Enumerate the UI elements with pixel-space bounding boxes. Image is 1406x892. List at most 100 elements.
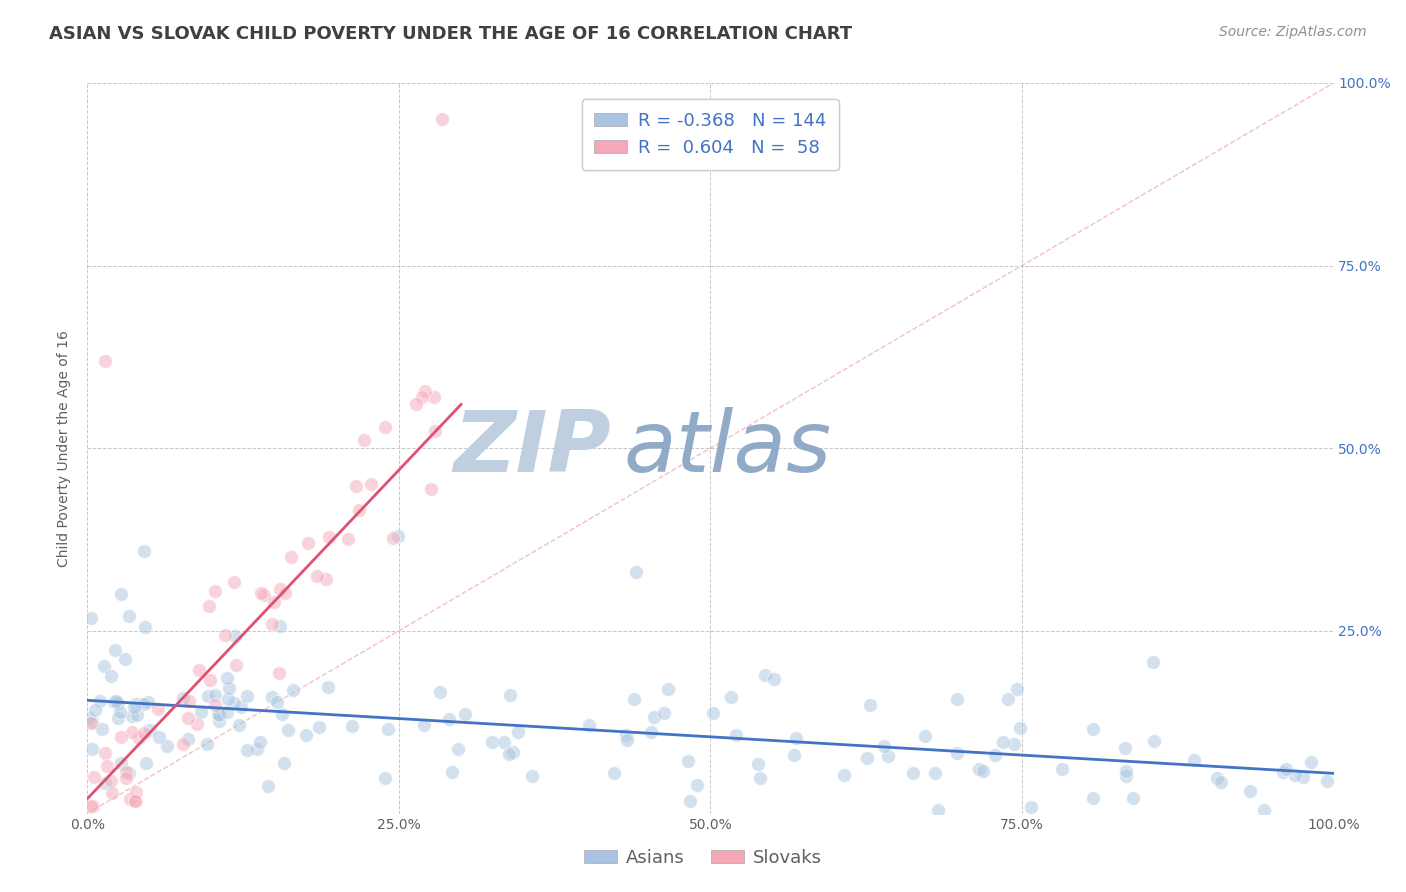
Point (413, 384, 436, 398)
Point (263, 595, 285, 609)
Point (215, 671, 238, 685)
Point (271, 706, 294, 721)
Point (1182, 753, 1205, 767)
Point (946, 746, 969, 760)
Point (260, 617, 283, 632)
Point (197, 690, 219, 704)
Point (1052, 763, 1074, 777)
Point (118, 766, 141, 780)
Point (686, 778, 709, 792)
Point (344, 479, 367, 493)
Point (316, 681, 339, 695)
Point (114, 652, 136, 666)
Point (640, 725, 662, 739)
Point (429, 685, 451, 699)
Point (481, 735, 503, 749)
Point (1253, 803, 1275, 817)
Point (257, 779, 280, 793)
Point (267, 665, 290, 680)
Point (623, 691, 645, 706)
Point (1316, 774, 1339, 789)
Point (93, 353, 115, 368)
Point (340, 719, 363, 733)
Point (614, 728, 637, 742)
Point (107, 696, 129, 710)
Point (1114, 741, 1136, 756)
Point (413, 717, 436, 731)
Point (616, 733, 638, 747)
Point (124, 794, 146, 808)
Point (195, 737, 218, 751)
Point (377, 722, 399, 736)
Point (231, 700, 253, 714)
Point (122, 699, 145, 714)
Point (156, 739, 179, 753)
Point (447, 741, 470, 756)
Point (492, 735, 515, 749)
Point (374, 772, 396, 786)
Point (138, 723, 160, 738)
Point (136, 695, 159, 709)
Point (425, 424, 447, 438)
Point (972, 764, 994, 778)
Point (124, 785, 146, 799)
Point (83, 771, 105, 785)
Point (420, 483, 443, 497)
Point (118, 609, 141, 624)
Point (307, 569, 329, 583)
Point (315, 572, 337, 586)
Point (382, 531, 405, 545)
Point (177, 693, 200, 707)
Point (725, 728, 748, 742)
Point (104, 643, 127, 657)
Point (624, 566, 647, 580)
Point (198, 673, 221, 688)
Point (520, 769, 543, 783)
Point (1299, 755, 1322, 769)
Point (859, 698, 882, 713)
Point (204, 688, 226, 702)
Point (177, 731, 200, 746)
Point (190, 705, 212, 719)
Point (657, 682, 679, 697)
Point (135, 756, 157, 770)
Point (114, 764, 136, 779)
Point (172, 737, 194, 751)
Point (308, 720, 330, 734)
Point (103, 695, 125, 709)
Point (249, 585, 271, 599)
Point (1115, 764, 1137, 778)
Point (353, 433, 375, 447)
Point (148, 730, 170, 744)
Point (84, 703, 107, 717)
Point (101, 786, 124, 800)
Point (283, 683, 305, 698)
Point (754, 668, 776, 682)
Point (748, 772, 770, 786)
Point (991, 735, 1014, 749)
Point (360, 476, 382, 491)
Point (107, 711, 129, 725)
Point (1115, 769, 1137, 783)
Point (80, 799, 103, 814)
Point (217, 692, 239, 706)
Point (676, 754, 699, 768)
Legend: R = -0.368   N = 144, R =  0.604   N =  58: R = -0.368 N = 144, R = 0.604 N = 58 (582, 99, 839, 169)
Point (80, 715, 103, 730)
Point (224, 696, 246, 710)
Point (118, 792, 141, 806)
Point (440, 764, 463, 779)
Point (224, 629, 246, 643)
Point (347, 502, 370, 516)
Point (134, 620, 156, 634)
Point (454, 707, 477, 722)
Point (1206, 771, 1229, 785)
Point (253, 588, 276, 602)
Point (94, 746, 117, 760)
Point (132, 698, 155, 712)
Point (94, 775, 117, 789)
Point (208, 714, 231, 728)
Point (374, 420, 396, 434)
Point (924, 765, 946, 780)
Point (318, 530, 340, 544)
